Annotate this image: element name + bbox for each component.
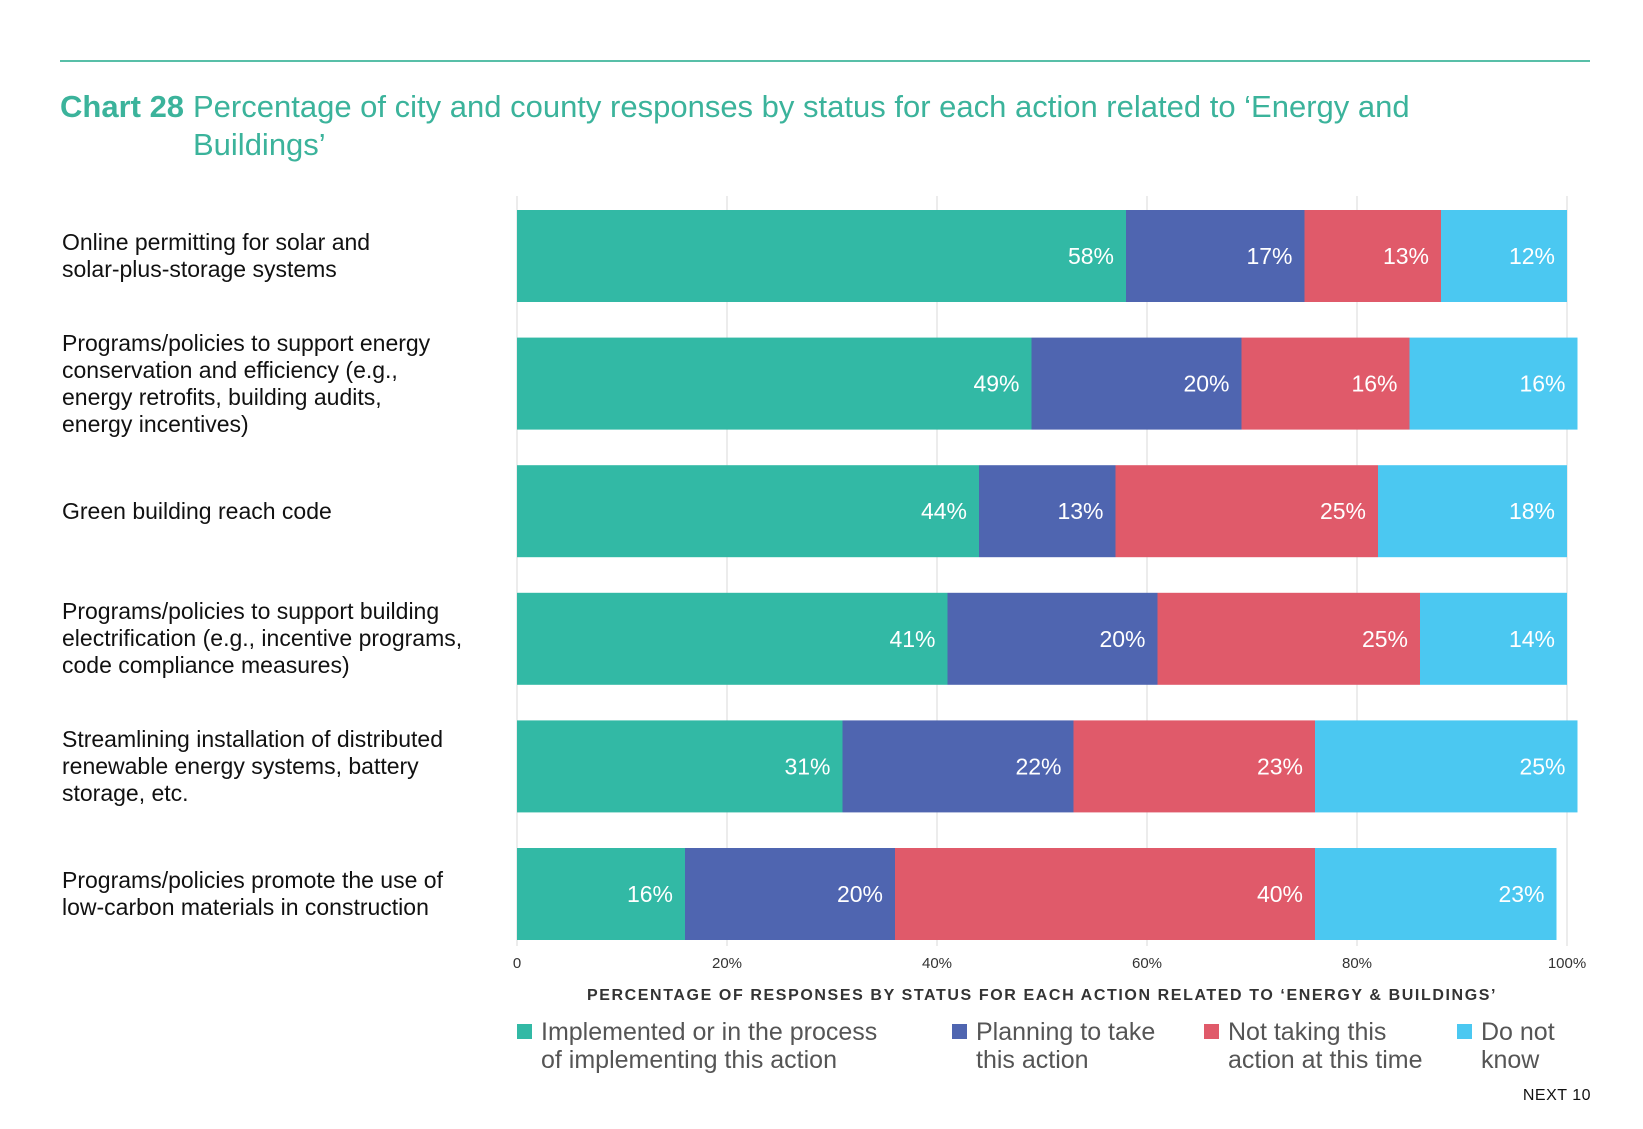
bar-segment-implemented — [517, 337, 1032, 430]
category-label: Green building reach code — [62, 497, 332, 524]
bar-segment-not_taking — [1241, 337, 1410, 430]
data-label: 49% — [973, 371, 1019, 397]
data-label: 12% — [1509, 243, 1555, 269]
legend-item-do_not_know: Do not know — [1457, 1018, 1555, 1074]
bar-layer: 58% 17% 13% 12% 49% 20% 16% 16% 44% 13% 25% 18% 41% 2… — [517, 210, 1578, 940]
data-label: 16% — [1351, 371, 1397, 397]
top-rule — [60, 60, 1590, 62]
bar-segment-implemented — [517, 720, 843, 813]
category-label: Online permitting for solar and solar-pl… — [62, 229, 371, 282]
chart-title: Chart 28 Percentage of city and county r… — [60, 88, 1460, 164]
legend-label: Do not know — [1481, 1018, 1555, 1074]
x-axis-title: PERCENTAGE OF RESPONSES BY STATUS FOR EA… — [587, 987, 1497, 1004]
bar-segment-do_not_know — [1420, 592, 1567, 685]
legend-swatch — [1204, 1024, 1219, 1039]
data-label: 13% — [1383, 243, 1429, 269]
data-label: 22% — [1015, 753, 1061, 779]
category-label: Programs/policies promote the use of low… — [62, 867, 443, 920]
data-label: 23% — [1498, 881, 1544, 907]
x-tick-label: 0 — [513, 955, 521, 972]
x-tick-label: 20% — [712, 955, 742, 972]
bar-segment-not_taking — [1115, 465, 1378, 558]
bar-segment-not_taking — [895, 848, 1315, 940]
bar-segment-do_not_know — [1409, 337, 1578, 430]
data-label: 13% — [1057, 498, 1103, 524]
bar-segment-implemented — [517, 592, 948, 685]
bar-segment-implemented — [517, 848, 685, 940]
data-label: 41% — [889, 626, 935, 652]
footer-brand: NEXT 10 — [1522, 1087, 1591, 1104]
x-tick-label: 80% — [1342, 955, 1372, 972]
bar-segment-planning — [842, 720, 1074, 813]
data-label: 20% — [1183, 371, 1229, 397]
legend-label: Not taking this action at this time — [1228, 1018, 1423, 1074]
data-label: 23% — [1257, 753, 1303, 779]
data-label: 40% — [1257, 881, 1303, 907]
legend-label: Planning to take this action — [976, 1018, 1156, 1074]
data-label: 16% — [1519, 371, 1565, 397]
bar-segment-not_taking — [1073, 720, 1315, 813]
data-label: 18% — [1509, 498, 1555, 524]
tick-layer: 0 20% 40% 60% 80% 100% — [513, 955, 1586, 972]
bar-segment-do_not_know — [1315, 848, 1557, 940]
bar-segment-do_not_know — [1378, 465, 1567, 558]
bar-segment-not_taking — [1157, 592, 1420, 685]
x-tick-label: 60% — [1132, 955, 1162, 972]
data-label: 31% — [784, 753, 830, 779]
bar-segment-implemented — [517, 210, 1126, 302]
chart-title-text: Percentage of city and county responses … — [193, 89, 1410, 162]
legend-label: Implemented or in the process of impleme… — [541, 1018, 878, 1074]
bar-segment-do_not_know — [1315, 720, 1578, 813]
legend-item-not_taking: Not taking this action at this time — [1204, 1018, 1423, 1074]
legend-swatch — [1457, 1024, 1472, 1039]
bar-segment-implemented — [517, 465, 979, 558]
data-label: 44% — [921, 498, 967, 524]
bar-segment-not_taking — [1304, 210, 1441, 302]
chart-title-lead: Chart 28 — [60, 89, 185, 124]
legend-swatch — [952, 1024, 967, 1039]
bar-segment-planning — [1126, 210, 1305, 302]
legend-swatch — [517, 1024, 532, 1039]
grid-layer — [516, 196, 1568, 946]
bar-segment-planning — [685, 848, 895, 940]
data-label: 25% — [1362, 626, 1408, 652]
data-label: 17% — [1246, 243, 1292, 269]
category-label: Streamlining installation of distributed… — [62, 725, 443, 806]
data-label: 16% — [627, 881, 673, 907]
data-label: 20% — [1099, 626, 1145, 652]
data-label: 14% — [1509, 626, 1555, 652]
data-label: 25% — [1519, 753, 1565, 779]
bar-segment-planning — [947, 592, 1158, 685]
category-label: Programs/policies to support energy cons… — [62, 329, 431, 437]
bar-segment-planning — [1031, 337, 1242, 430]
x-tick-label: 40% — [922, 955, 952, 972]
legend-item-implemented: Implemented or in the process of impleme… — [517, 1018, 877, 1074]
x-tick-label: 100% — [1548, 955, 1586, 972]
bar-segment-planning — [979, 465, 1116, 558]
data-label: 20% — [837, 881, 883, 907]
category-label: Programs/policies to support building el… — [62, 598, 463, 679]
bar-segment-do_not_know — [1441, 210, 1567, 302]
data-label: 58% — [1068, 243, 1114, 269]
data-label: 25% — [1320, 498, 1366, 524]
legend-item-planning: Planning to take this action — [952, 1018, 1155, 1074]
